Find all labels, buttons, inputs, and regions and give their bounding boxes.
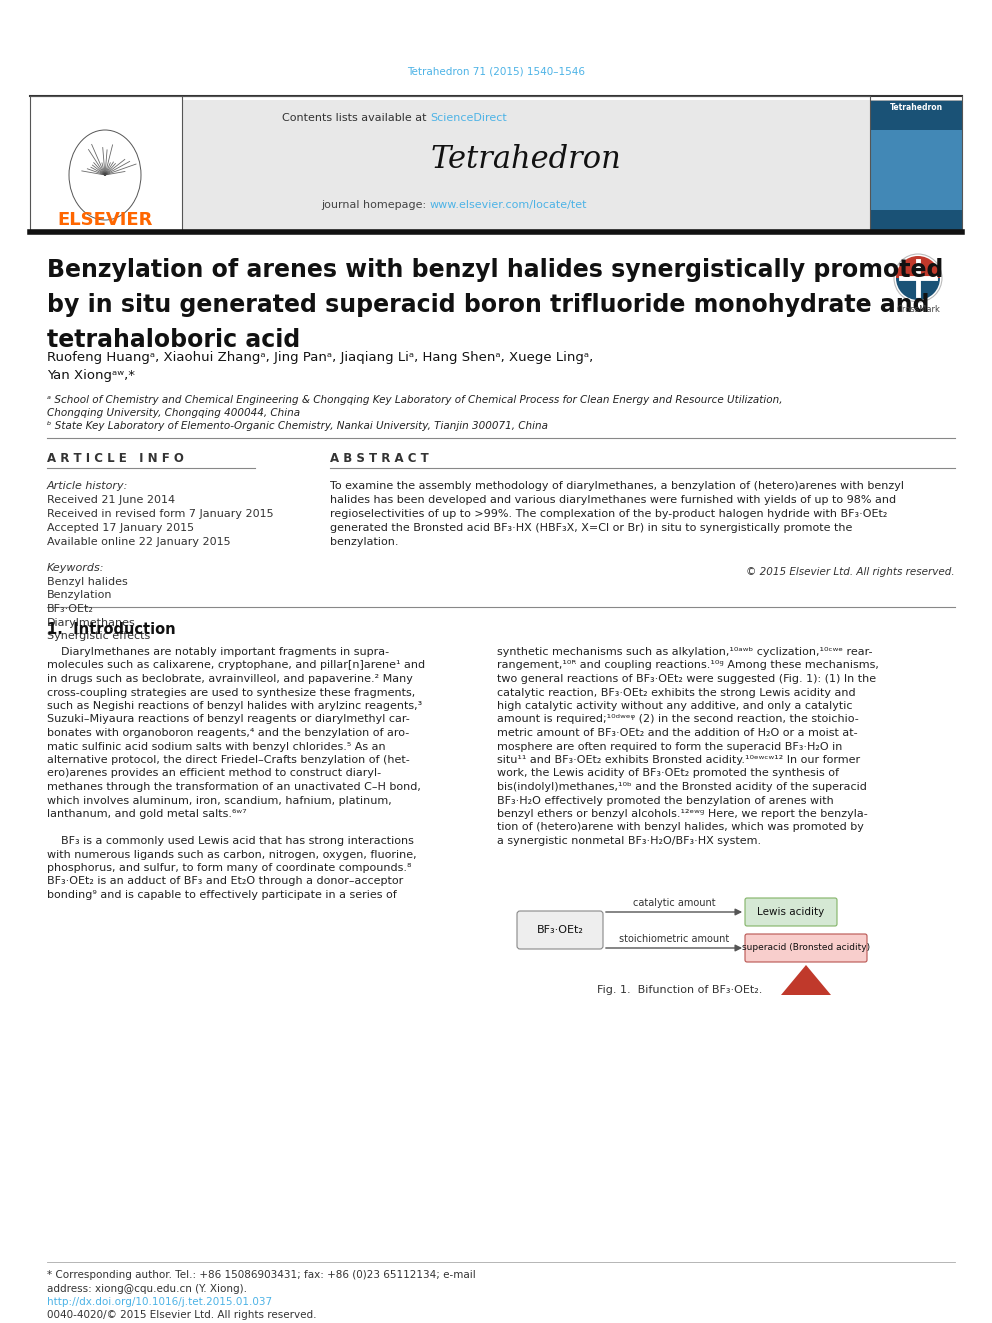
Text: bonates with organoboron reagents,⁴ and the benzylation of aro-: bonates with organoboron reagents,⁴ and … bbox=[47, 728, 410, 738]
Text: Suzuki–Miyaura reactions of benzyl reagents or diarylmethyl car-: Suzuki–Miyaura reactions of benzyl reage… bbox=[47, 714, 410, 725]
Text: with numerous ligands such as carbon, nitrogen, oxygen, fluorine,: with numerous ligands such as carbon, ni… bbox=[47, 849, 417, 860]
Text: a synergistic nonmetal BF₃·H₂O/BF₃·HX system.: a synergistic nonmetal BF₃·H₂O/BF₃·HX sy… bbox=[497, 836, 761, 845]
Text: Received in revised form 7 January 2015: Received in revised form 7 January 2015 bbox=[47, 509, 274, 519]
Text: ELSEVIER: ELSEVIER bbox=[58, 210, 153, 229]
Text: matic sulfinic acid sodium salts with benzyl chlorides.⁵ As an: matic sulfinic acid sodium salts with be… bbox=[47, 741, 386, 751]
Text: www.elsevier.com/locate/tet: www.elsevier.com/locate/tet bbox=[430, 200, 587, 210]
Text: Diarylmethanes: Diarylmethanes bbox=[47, 618, 136, 627]
Text: which involves aluminum, iron, scandium, hafnium, platinum,: which involves aluminum, iron, scandium,… bbox=[47, 795, 392, 806]
Text: address: xiong@cqu.edu.cn (Y. Xiong).: address: xiong@cqu.edu.cn (Y. Xiong). bbox=[47, 1285, 247, 1294]
Text: BF₃·H₂O effectively promoted the benzylation of arenes with: BF₃·H₂O effectively promoted the benzyla… bbox=[497, 795, 833, 806]
Text: regioselectivities of up to >99%. The complexation of the by-product halogen hyd: regioselectivities of up to >99%. The co… bbox=[330, 509, 888, 519]
Text: A B S T R A C T: A B S T R A C T bbox=[330, 451, 429, 464]
Text: Contents lists available at: Contents lists available at bbox=[282, 112, 430, 123]
Text: such as Negishi reactions of benzyl halides with arylzinc reagents,³: such as Negishi reactions of benzyl hali… bbox=[47, 701, 423, 710]
Text: Tetrahedron: Tetrahedron bbox=[890, 103, 942, 112]
Text: ero)arenes provides an efficient method to construct diaryl-: ero)arenes provides an efficient method … bbox=[47, 769, 381, 778]
Text: work, the Lewis acidity of BF₃·OEt₂ promoted the synthesis of: work, the Lewis acidity of BF₃·OEt₂ prom… bbox=[497, 769, 839, 778]
FancyBboxPatch shape bbox=[745, 934, 867, 962]
Text: tetrahaloboric acid: tetrahaloboric acid bbox=[47, 328, 301, 352]
FancyBboxPatch shape bbox=[745, 898, 837, 926]
Text: bis(indolyl)methanes,¹⁰ᵇ and the Bronsted acidity of the superacid: bis(indolyl)methanes,¹⁰ᵇ and the Bronste… bbox=[497, 782, 867, 792]
Text: mosphere are often required to form the superacid BF₃·H₂O in: mosphere are often required to form the … bbox=[497, 741, 842, 751]
Bar bbox=[870, 130, 962, 210]
Text: rangement,¹⁰ᴿ and coupling reactions.¹⁰ᵍ Among these mechanisms,: rangement,¹⁰ᴿ and coupling reactions.¹⁰ᵍ… bbox=[497, 660, 879, 671]
Text: alternative protocol, the direct Friedel–Crafts benzylation of (het-: alternative protocol, the direct Friedel… bbox=[47, 755, 410, 765]
Text: 1.  Introduction: 1. Introduction bbox=[47, 623, 176, 638]
Text: Tetrahedron 71 (2015) 1540–1546: Tetrahedron 71 (2015) 1540–1546 bbox=[407, 67, 585, 77]
Text: molecules such as calixarene, cryptophane, and pillar[n]arene¹ and: molecules such as calixarene, cryptophan… bbox=[47, 660, 426, 671]
Text: generated the Bronsted acid BF₃·HX (HBF₃X, X=Cl or Br) in situ to synergisticall: generated the Bronsted acid BF₃·HX (HBF₃… bbox=[330, 523, 852, 533]
Text: high catalytic activity without any additive, and only a catalytic: high catalytic activity without any addi… bbox=[497, 701, 852, 710]
Text: lanthanum, and gold metal salts.⁶ʷ⁷: lanthanum, and gold metal salts.⁶ʷ⁷ bbox=[47, 808, 247, 819]
Text: Available online 22 January 2015: Available online 22 January 2015 bbox=[47, 537, 230, 546]
Text: stoichiometric amount: stoichiometric amount bbox=[619, 934, 729, 945]
Text: Benzylation: Benzylation bbox=[47, 590, 112, 601]
Text: amount is required;¹⁰ᵈʷᵉᵠ (2) in the second reaction, the stoichio-: amount is required;¹⁰ᵈʷᵉᵠ (2) in the sec… bbox=[497, 714, 859, 725]
Text: ᵇ State Key Laboratory of Elemento-Organic Chemistry, Nankai University, Tianjin: ᵇ State Key Laboratory of Elemento-Organ… bbox=[47, 421, 548, 431]
Text: Benzylation of arenes with benzyl halides synergistically promoted: Benzylation of arenes with benzyl halide… bbox=[47, 258, 943, 282]
Text: two general reactions of BF₃·OEt₂ were suggested (Fig. 1): (1) In the: two general reactions of BF₃·OEt₂ were s… bbox=[497, 673, 876, 684]
Text: Article history:: Article history: bbox=[47, 482, 128, 491]
Text: 0040-4020/© 2015 Elsevier Ltd. All rights reserved.: 0040-4020/© 2015 Elsevier Ltd. All right… bbox=[47, 1310, 316, 1320]
Text: A R T I C L E   I N F O: A R T I C L E I N F O bbox=[47, 451, 184, 464]
Text: cross-coupling strategies are used to synthesize these fragments,: cross-coupling strategies are used to sy… bbox=[47, 688, 416, 697]
Text: halides has been developed and various diarylmethanes were furnished with yields: halides has been developed and various d… bbox=[330, 495, 896, 505]
Text: Yan Xiongᵃʷ,*: Yan Xiongᵃʷ,* bbox=[47, 369, 135, 382]
Text: superacid (Bronsted acidity): superacid (Bronsted acidity) bbox=[742, 943, 870, 953]
Text: Received 21 June 2014: Received 21 June 2014 bbox=[47, 495, 176, 505]
Text: in drugs such as beclobrate, avrainvilleol, and papaverine.² Many: in drugs such as beclobrate, avrainville… bbox=[47, 673, 413, 684]
Text: catalytic amount: catalytic amount bbox=[633, 898, 715, 908]
Text: benzyl ethers or benzyl alcohols.¹²ᵉʷᵍ Here, we report the benzyla-: benzyl ethers or benzyl alcohols.¹²ᵉʷᵍ H… bbox=[497, 808, 868, 819]
Text: catalytic reaction, BF₃·OEt₂ exhibits the strong Lewis acidity and: catalytic reaction, BF₃·OEt₂ exhibits th… bbox=[497, 688, 856, 697]
Text: BF₃·OEt₂: BF₃·OEt₂ bbox=[537, 925, 583, 935]
Text: ᵃ School of Chemistry and Chemical Engineering & Chongqing Key Laboratory of Che: ᵃ School of Chemistry and Chemical Engin… bbox=[47, 396, 783, 405]
Text: Tetrahedron: Tetrahedron bbox=[431, 144, 621, 176]
Text: Diarylmethanes are notably important fragments in supra-: Diarylmethanes are notably important fra… bbox=[47, 647, 389, 658]
Text: tion of (hetero)arene with benzyl halides, which was promoted by: tion of (hetero)arene with benzyl halide… bbox=[497, 823, 864, 832]
Bar bbox=[870, 101, 962, 230]
Text: Lewis acidity: Lewis acidity bbox=[757, 908, 824, 917]
Text: Chongqing University, Chongqing 400044, China: Chongqing University, Chongqing 400044, … bbox=[47, 407, 301, 418]
Text: BF₃·OEt₂: BF₃·OEt₂ bbox=[47, 605, 94, 614]
Text: BF₃ is a commonly used Lewis acid that has strong interactions: BF₃ is a commonly used Lewis acid that h… bbox=[47, 836, 414, 845]
Text: CrossMark: CrossMark bbox=[896, 306, 940, 315]
Text: Keywords:: Keywords: bbox=[47, 564, 104, 573]
Text: Ruofeng Huangᵃ, Xiaohui Zhangᵃ, Jing Panᵃ, Jiaqiang Liᵃ, Hang Shenᵃ, Xuege Lingᵃ: Ruofeng Huangᵃ, Xiaohui Zhangᵃ, Jing Pan… bbox=[47, 352, 593, 365]
Text: benzylation.: benzylation. bbox=[330, 537, 399, 546]
Polygon shape bbox=[781, 964, 831, 995]
Ellipse shape bbox=[69, 130, 141, 220]
Bar bbox=[182, 101, 870, 230]
Text: by in situ generated superacid boron trifluoride monohydrate and: by in situ generated superacid boron tri… bbox=[47, 292, 930, 318]
Wedge shape bbox=[896, 255, 940, 278]
Text: metric amount of BF₃·OEt₂ and the addition of H₂O or a moist at-: metric amount of BF₃·OEt₂ and the additi… bbox=[497, 728, 858, 738]
Text: journal homepage:: journal homepage: bbox=[321, 200, 430, 210]
Text: situ¹¹ and BF₃·OEt₂ exhibits Bronsted acidity.¹⁰ᵉʷᶜʷ¹² In our former: situ¹¹ and BF₃·OEt₂ exhibits Bronsted ac… bbox=[497, 755, 860, 765]
Text: Benzyl halides: Benzyl halides bbox=[47, 577, 128, 587]
Text: phosphorus, and sulfur, to form many of coordinate compounds.⁸: phosphorus, and sulfur, to form many of … bbox=[47, 863, 412, 873]
Text: synthetic mechanisms such as alkylation,¹⁰ᵃʷᵇ cyclization,¹⁰ᶜʷᵉ rear-: synthetic mechanisms such as alkylation,… bbox=[497, 647, 873, 658]
Bar bbox=[30, 101, 182, 230]
Text: * Corresponding author. Tel.: +86 15086903431; fax: +86 (0)23 65112134; e-mail: * Corresponding author. Tel.: +86 150869… bbox=[47, 1270, 476, 1279]
FancyBboxPatch shape bbox=[517, 912, 603, 949]
Text: ScienceDirect: ScienceDirect bbox=[430, 112, 507, 123]
Text: methanes through the transformation of an unactivated C–H bond,: methanes through the transformation of a… bbox=[47, 782, 421, 792]
Text: To examine the assembly methodology of diarylmethanes, a benzylation of (hetero): To examine the assembly methodology of d… bbox=[330, 482, 904, 491]
Text: Fig. 1.  Bifunction of BF₃·OEt₂.: Fig. 1. Bifunction of BF₃·OEt₂. bbox=[597, 986, 763, 995]
Text: bonding⁹ and is capable to effectively participate in a series of: bonding⁹ and is capable to effectively p… bbox=[47, 890, 397, 900]
Text: http://dx.doi.org/10.1016/j.tet.2015.01.037: http://dx.doi.org/10.1016/j.tet.2015.01.… bbox=[47, 1297, 272, 1307]
Text: BF₃·OEt₂ is an adduct of BF₃ and Et₂O through a donor–acceptor: BF₃·OEt₂ is an adduct of BF₃ and Et₂O th… bbox=[47, 877, 404, 886]
Wedge shape bbox=[896, 278, 940, 300]
Text: © 2015 Elsevier Ltd. All rights reserved.: © 2015 Elsevier Ltd. All rights reserved… bbox=[746, 568, 955, 577]
Circle shape bbox=[894, 254, 942, 302]
Text: Accepted 17 January 2015: Accepted 17 January 2015 bbox=[47, 523, 194, 533]
Text: Synergistic effects: Synergistic effects bbox=[47, 631, 150, 642]
